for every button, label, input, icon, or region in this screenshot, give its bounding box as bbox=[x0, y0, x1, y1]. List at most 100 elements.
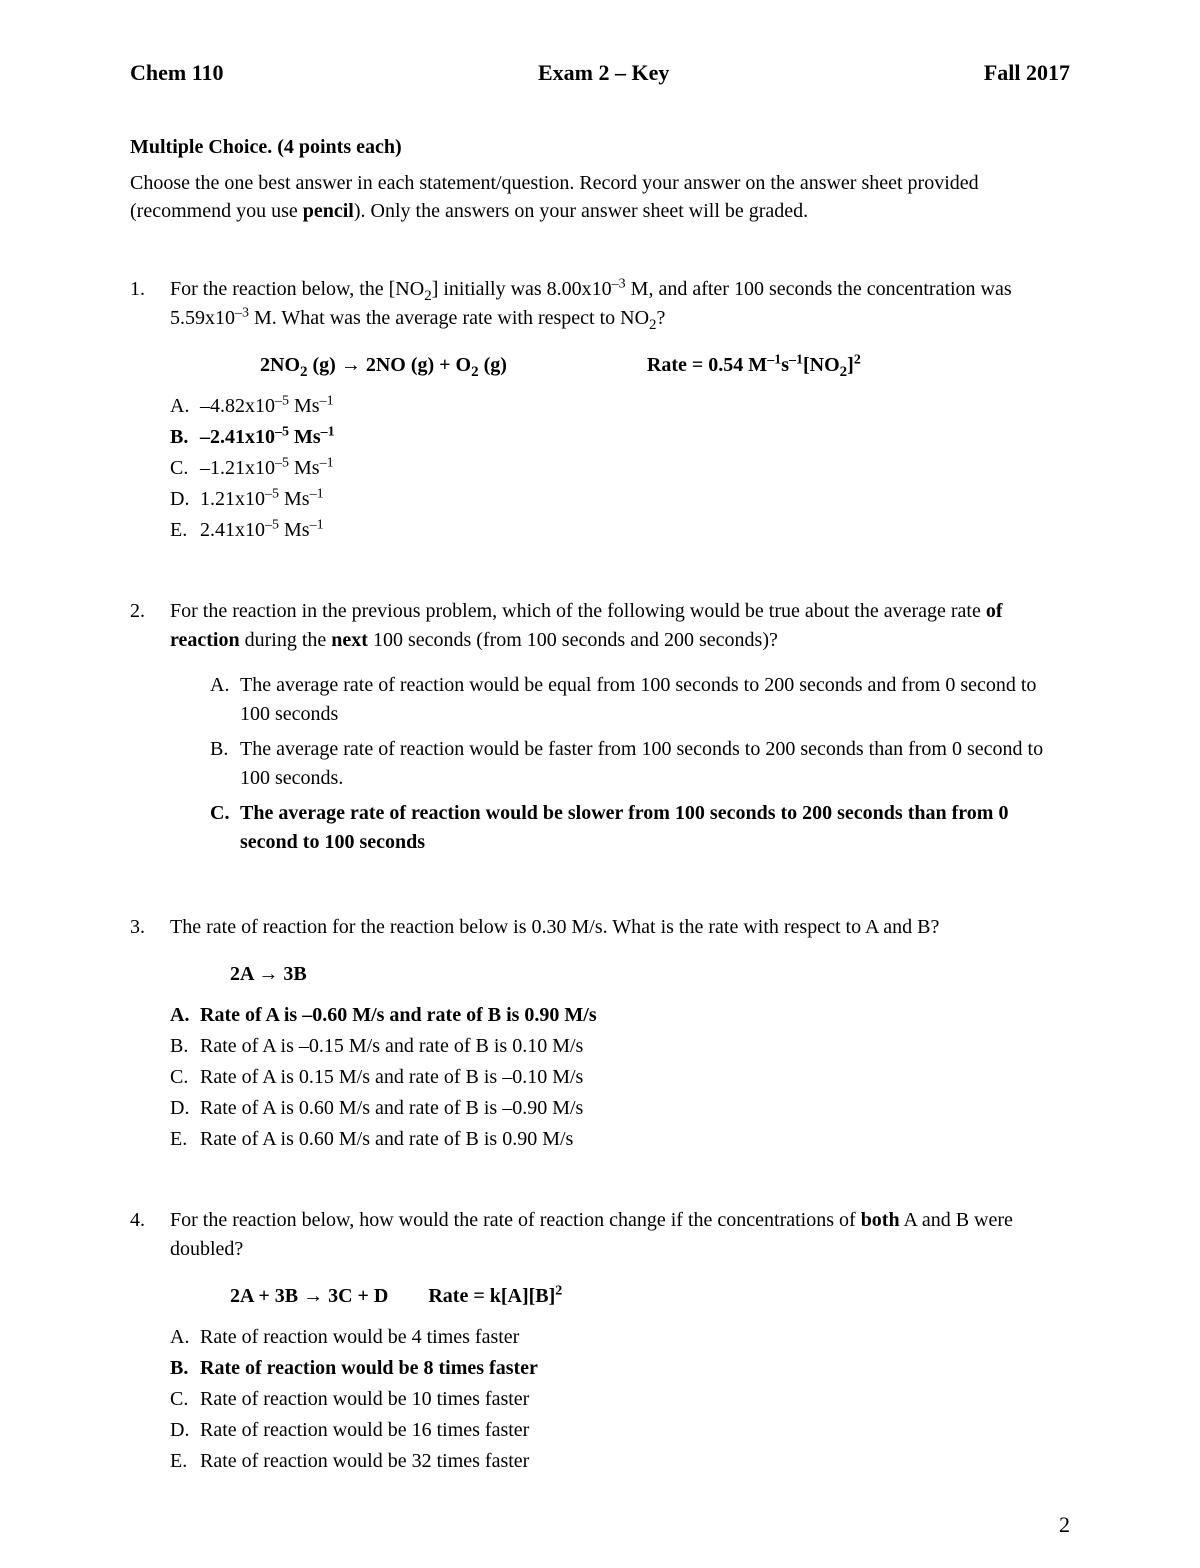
q2-b-text: The average rate of reaction would be fa… bbox=[240, 735, 1070, 793]
exam-page: Chem 110 Exam 2 – Key Fall 2017 Multiple… bbox=[0, 0, 1200, 1568]
q2-bold2: next bbox=[331, 629, 368, 651]
q1-eq-l-a: 2NO bbox=[260, 354, 300, 376]
q3-choice-c: C.Rate of A is 0.15 M/s and rate of B is… bbox=[170, 1063, 1070, 1092]
q1-eq-r-a: Rate = 0.54 M bbox=[647, 354, 767, 376]
q2-text-b: during the bbox=[240, 629, 332, 651]
question-1: 1. For the reaction below, the [NO2] ini… bbox=[130, 275, 1070, 547]
q1-a-1: –4.82x10 bbox=[200, 395, 275, 417]
q3-b-letter: B. bbox=[170, 1032, 200, 1061]
q2-c-letter: C. bbox=[210, 799, 240, 857]
q1-eq-r-b: s bbox=[781, 354, 789, 376]
q1-c-1: –1.21x10 bbox=[200, 457, 275, 479]
q1-eq-r-c: [NO bbox=[803, 354, 840, 376]
q4-number: 4. bbox=[130, 1206, 170, 1478]
q1-choice-c: C.–1.21x10–5 Ms–1 bbox=[170, 454, 1070, 483]
q3-equation: 2A → 3B bbox=[170, 960, 1070, 989]
q3-a-letter: A. bbox=[170, 1001, 200, 1030]
q1-e-letter: E. bbox=[170, 516, 200, 545]
instructions-bold: pencil bbox=[303, 200, 354, 222]
q4-c-letter: C. bbox=[170, 1385, 200, 1414]
q3-choice-e: E.Rate of A is 0.60 M/s and rate of B is… bbox=[170, 1125, 1070, 1154]
section-title: Multiple Choice. (4 points each) bbox=[130, 136, 1070, 159]
q4-bold: both bbox=[861, 1209, 900, 1231]
q1-choice-a: A.–4.82x10–5 Ms–1 bbox=[170, 392, 1070, 421]
question-2: 2. For the reaction in the previous prob… bbox=[130, 597, 1070, 863]
q4-choice-c: C.Rate of reaction would be 10 times fas… bbox=[170, 1385, 1070, 1414]
q1-body: For the reaction below, the [NO2] initia… bbox=[170, 275, 1070, 547]
q4-choice-a: A.Rate of reaction would be 4 times fast… bbox=[170, 1323, 1070, 1352]
q1-e-2: Ms bbox=[279, 519, 310, 541]
q1-d-1: 1.21x10 bbox=[200, 488, 265, 510]
q3-choice-d: D.Rate of A is 0.60 M/s and rate of B is… bbox=[170, 1094, 1070, 1123]
q4-equation: 2A + 3B → 3C + DRate = k[A][B]2 bbox=[170, 1282, 1070, 1311]
question-4: 4. For the reaction below, how would the… bbox=[130, 1206, 1070, 1478]
q1-choice-d: D.1.21x10–5 Ms–1 bbox=[170, 485, 1070, 514]
q1-eq-l-c: (g) bbox=[479, 354, 507, 376]
q2-a-text: The average rate of reaction would be eq… bbox=[240, 671, 1070, 729]
q2-a-letter: A. bbox=[210, 671, 240, 729]
q1-choices: A.–4.82x10–5 Ms–1 B.–2.41x10–5 Ms–1 C.–1… bbox=[170, 392, 1070, 545]
instructions-post: ). Only the answers on your answer sheet… bbox=[354, 200, 808, 222]
q1-c-letter: C. bbox=[170, 454, 200, 483]
q1-a-letter: A. bbox=[170, 392, 200, 421]
header-left: Chem 110 bbox=[130, 60, 224, 86]
q4-body: For the reaction below, how would the ra… bbox=[170, 1206, 1070, 1478]
q3-d-text: Rate of A is 0.60 M/s and rate of B is –… bbox=[200, 1094, 583, 1123]
header-right: Fall 2017 bbox=[984, 60, 1070, 86]
q1-a-2: Ms bbox=[289, 395, 320, 417]
q3-c-text: Rate of A is 0.15 M/s and rate of B is –… bbox=[200, 1063, 583, 1092]
q1-eq-l-b: (g) → 2NO (g) + O bbox=[308, 354, 472, 376]
q3-body: The rate of reaction for the reaction be… bbox=[170, 913, 1070, 1156]
q1-b-2: Ms bbox=[289, 426, 321, 448]
q2-body: For the reaction in the previous problem… bbox=[170, 597, 1070, 863]
q2-c-text: The average rate of reaction would be sl… bbox=[240, 799, 1070, 857]
q2-number: 2. bbox=[130, 597, 170, 863]
q3-c-letter: C. bbox=[170, 1063, 200, 1092]
q1-choice-e: E.2.41x10–5 Ms–1 bbox=[170, 516, 1070, 545]
q4-choice-e: E.Rate of reaction would be 32 times fas… bbox=[170, 1447, 1070, 1476]
q2-choice-b: B.The average rate of reaction would be … bbox=[210, 735, 1070, 793]
q2-choices: A.The average rate of reaction would be … bbox=[210, 671, 1070, 857]
q1-equation: 2NO2 (g) → 2NO (g) + O2 (g) Rate = 0.54 … bbox=[170, 351, 1070, 380]
q3-b-text: Rate of A is –0.15 M/s and rate of B is … bbox=[200, 1032, 583, 1061]
q1-b-1: –2.41x10 bbox=[200, 426, 275, 448]
q1-text-b: ] initially was 8.00x10 bbox=[432, 278, 612, 300]
q4-choice-d: D.Rate of reaction would be 16 times fas… bbox=[170, 1416, 1070, 1445]
q4-eq-r: Rate = k[A][B] bbox=[428, 1285, 555, 1307]
q1-number: 1. bbox=[130, 275, 170, 547]
q1-d-2: Ms bbox=[279, 488, 310, 510]
q3-choice-a: A.Rate of A is –0.60 M/s and rate of B i… bbox=[170, 1001, 1070, 1030]
q4-b-letter: B. bbox=[170, 1354, 200, 1383]
q1-eq-r-d: ] bbox=[847, 354, 854, 376]
q1-b-letter: B. bbox=[170, 423, 200, 452]
q3-text: The rate of reaction for the reaction be… bbox=[170, 916, 939, 938]
question-3: 3. The rate of reaction for the reaction… bbox=[130, 913, 1070, 1156]
header-center: Exam 2 – Key bbox=[538, 60, 669, 86]
q4-choices: A.Rate of reaction would be 4 times fast… bbox=[170, 1323, 1070, 1476]
q3-eq: 2A → 3B bbox=[230, 960, 307, 989]
q1-text-d: M. What was the average rate with respec… bbox=[249, 307, 649, 329]
q4-d-text: Rate of reaction would be 16 times faste… bbox=[200, 1416, 529, 1445]
q3-a-text: Rate of A is –0.60 M/s and rate of B is … bbox=[200, 1001, 597, 1030]
q1-choice-b: B.–2.41x10–5 Ms–1 bbox=[170, 423, 1070, 452]
q3-choice-b: B.Rate of A is –0.15 M/s and rate of B i… bbox=[170, 1032, 1070, 1061]
q4-b-text: Rate of reaction would be 8 times faster bbox=[200, 1354, 538, 1383]
q1-e-1: 2.41x10 bbox=[200, 519, 265, 541]
q2-b-letter: B. bbox=[210, 735, 240, 793]
q4-c-text: Rate of reaction would be 10 times faste… bbox=[200, 1385, 529, 1414]
q4-a-text: Rate of reaction would be 4 times faster bbox=[200, 1323, 519, 1352]
q2-choice-c: C.The average rate of reaction would be … bbox=[210, 799, 1070, 857]
q4-text-a: For the reaction below, how would the ra… bbox=[170, 1209, 861, 1231]
q2-choice-a: A.The average rate of reaction would be … bbox=[210, 671, 1070, 729]
q4-a-letter: A. bbox=[170, 1323, 200, 1352]
q2-text-a: For the reaction in the previous problem… bbox=[170, 600, 986, 622]
q1-c-2: Ms bbox=[289, 457, 320, 479]
q4-d-letter: D. bbox=[170, 1416, 200, 1445]
q1-d-letter: D. bbox=[170, 485, 200, 514]
q3-e-text: Rate of A is 0.60 M/s and rate of B is 0… bbox=[200, 1125, 573, 1154]
q4-e-letter: E. bbox=[170, 1447, 200, 1476]
page-number: 2 bbox=[1059, 1512, 1070, 1538]
q3-e-letter: E. bbox=[170, 1125, 200, 1154]
instructions: Choose the one best answer in each state… bbox=[130, 169, 1070, 225]
q4-choice-b: B.Rate of reaction would be 8 times fast… bbox=[170, 1354, 1070, 1383]
